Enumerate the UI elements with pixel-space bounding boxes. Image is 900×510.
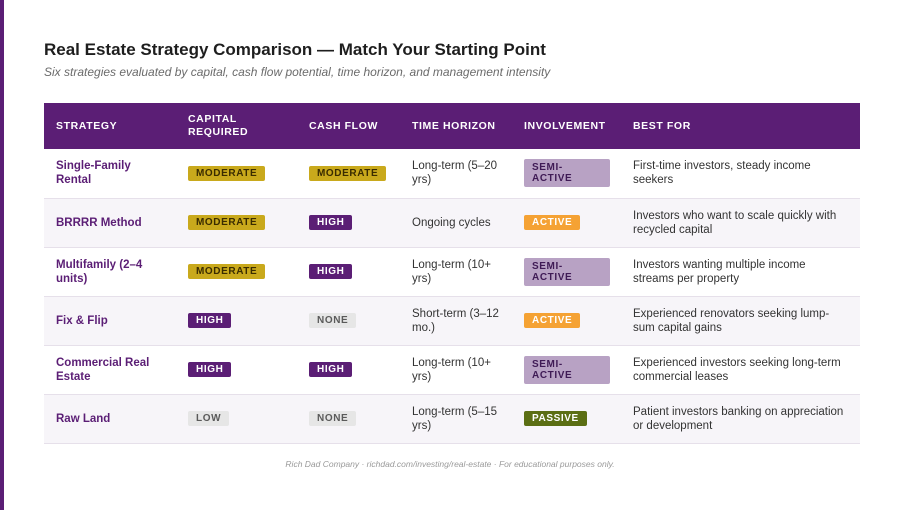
strategy-name: BRRRR Method (56, 216, 142, 229)
column-header-cash-flow: CASH FLOW (309, 119, 378, 132)
capital-badge: MODERATE (188, 264, 266, 279)
best-for: Experienced renovators seeking lump-sum … (633, 307, 830, 334)
capital-badge: HIGH (188, 313, 232, 328)
time-horizon: Ongoing cycles (412, 216, 491, 229)
best-for: First-time investors, steady income seek… (633, 160, 811, 187)
table-row: Commercial Real Estate HIGH HIGH Long-te… (44, 345, 860, 394)
capital-badge: MODERATE (188, 215, 266, 230)
involvement-badge: SEMI-ACTIVE (524, 159, 610, 188)
involvement-badge: SEMI-ACTIVE (524, 257, 610, 286)
time-horizon: Long-term (5–20 yrs) (412, 160, 498, 187)
time-horizon: Long-term (10+ yrs) (412, 356, 491, 383)
best-for: Patient investors banking on appreciatio… (633, 405, 844, 432)
best-for: Experienced investors seeking long-term … (633, 356, 841, 383)
table-row: BRRRR Method MODERATE HIGH Ongoing cycle… (44, 198, 860, 247)
cash-flow-badge: HIGH (309, 362, 353, 377)
column-header-strategy: STRATEGY (56, 119, 118, 132)
cash-flow-badge: NONE (309, 411, 357, 426)
cash-flow-badge: HIGH (309, 264, 353, 279)
column-header-time-horizon: TIME HORIZON (412, 119, 496, 132)
involvement-badge: ACTIVE (524, 215, 581, 230)
column-header-capital: CAPITAL REQUIRED (188, 113, 249, 138)
cash-flow-badge: NONE (309, 313, 357, 328)
column-header-involvement: INVOLVEMENT (524, 119, 606, 132)
page-title: Real Estate Strategy Comparison — Match … (44, 40, 546, 59)
table-row: Fix & Flip HIGH NONE Short-term (3–12 mo… (44, 296, 860, 345)
strategy-comparison-table: STRATEGY CAPITAL REQUIRED CASH FLOW TIME… (44, 103, 860, 444)
involvement-badge: SEMI-ACTIVE (524, 355, 610, 384)
page-subtitle: Six strategies evaluated by capital, cas… (44, 65, 551, 79)
source-footnote: Rich Dad Company · richdad.com/investing… (285, 459, 615, 469)
best-for: Investors who want to scale quickly with… (633, 209, 837, 236)
time-horizon: Short-term (3–12 mo.) (412, 307, 499, 334)
time-horizon: Long-term (5–15 yrs) (412, 405, 498, 432)
capital-badge: HIGH (188, 362, 232, 377)
strategy-name: Commercial Real Estate (56, 356, 150, 383)
strategy-name: Single-Family Rental (56, 160, 131, 187)
table-header-row: STRATEGY CAPITAL REQUIRED CASH FLOW TIME… (44, 103, 860, 149)
strategy-name: Raw Land (56, 412, 111, 425)
cash-flow-badge: HIGH (309, 215, 353, 230)
involvement-badge: ACTIVE (524, 313, 581, 328)
cash-flow-badge: MODERATE (309, 165, 387, 181)
capital-badge: LOW (188, 411, 230, 426)
time-horizon: Long-term (10+ yrs) (412, 258, 491, 285)
best-for: Investors wanting multiple income stream… (633, 258, 806, 285)
strategy-name: Fix & Flip (56, 314, 108, 327)
table-row: Raw Land LOW NONE Long-term (5–15 yrs) P… (44, 394, 860, 443)
column-header-best-for: BEST FOR (633, 119, 691, 132)
capital-badge: MODERATE (188, 165, 266, 181)
table-row: Multifamily (2–4 units) MODERATE HIGH Lo… (44, 247, 860, 296)
strategy-name: Multifamily (2–4 units) (56, 258, 143, 285)
involvement-badge: PASSIVE (524, 411, 587, 426)
table-row: Single-Family Rental MODERATE MODERATE L… (44, 149, 860, 198)
left-accent-bar (0, 0, 4, 510)
